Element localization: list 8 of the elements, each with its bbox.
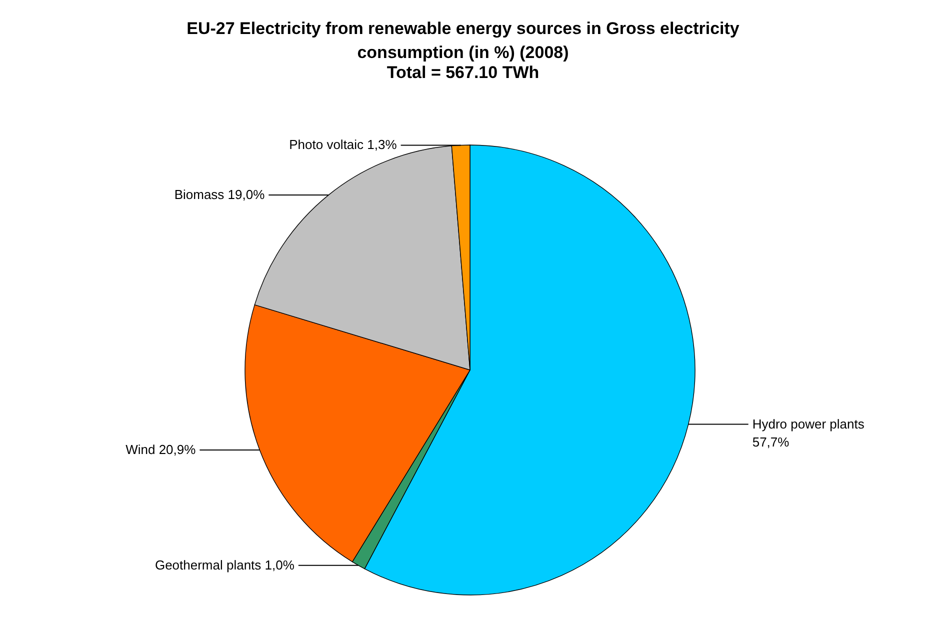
chart-subtitle: Total = 567.10 TWh xyxy=(386,63,540,82)
slice-label: Hydro power plants xyxy=(752,416,865,432)
slice-label: Photo voltaic 1,3% xyxy=(289,137,398,152)
slice-label: Geothermal plants 1,0% xyxy=(154,557,295,572)
slice-label: Biomass 19,0% xyxy=(174,186,266,202)
data-label: 57,7% xyxy=(752,434,790,450)
chart-title: EU-27 Electricity from renewable energy sources in Gross electricity consumption (in %) (2008) xyxy=(186,19,740,62)
slice-label: Wind 20,9% xyxy=(126,442,196,457)
